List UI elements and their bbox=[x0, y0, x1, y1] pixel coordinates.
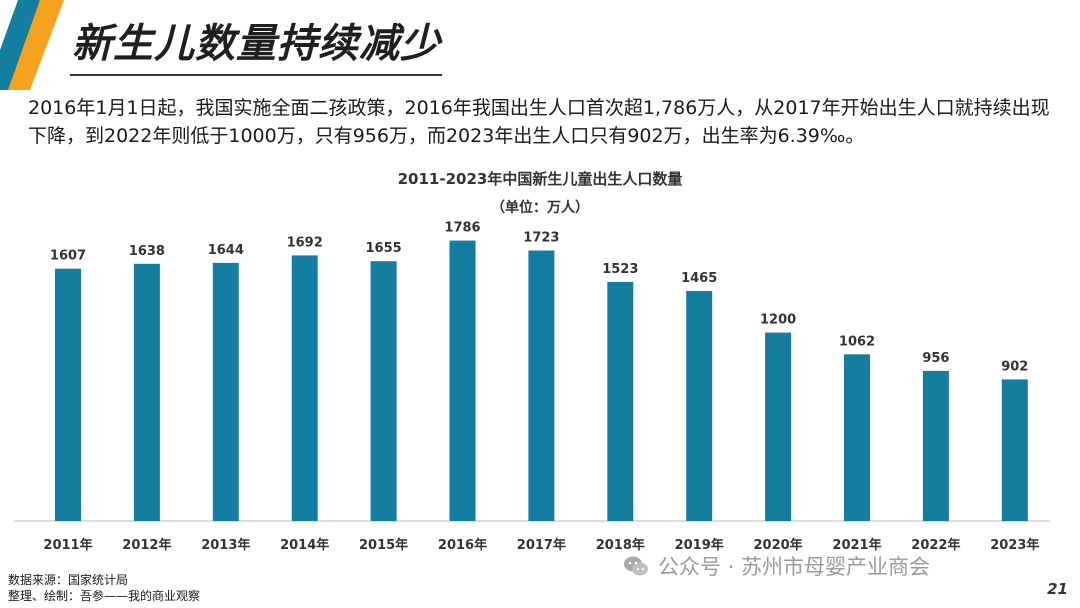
title-underline bbox=[70, 74, 442, 76]
x-tick-2012年: 2012年 bbox=[122, 537, 171, 553]
bar-2017年 bbox=[528, 250, 555, 521]
bar-2013年 bbox=[212, 262, 239, 521]
data-label-2013年: 1644 bbox=[208, 243, 244, 258]
data-label-2017年: 1723 bbox=[523, 231, 559, 246]
bar-2014年 bbox=[291, 255, 318, 521]
bar-2022年 bbox=[922, 370, 949, 521]
bar-2019年 bbox=[686, 291, 713, 521]
deco-orange-stripe bbox=[6, 0, 64, 90]
bar-2015年 bbox=[370, 261, 397, 521]
x-tick-2013年: 2013年 bbox=[201, 537, 250, 553]
watermark: 公众号 · 苏州市母婴产业商会 bbox=[622, 552, 930, 580]
source-line-author: 整理、绘制：吾参——我的商业观察 bbox=[8, 589, 201, 603]
data-label-2018年: 1523 bbox=[602, 262, 638, 277]
data-label-2019年: 1465 bbox=[681, 271, 717, 286]
x-tick-2022年: 2022年 bbox=[911, 537, 960, 553]
x-tick-2018年: 2018年 bbox=[596, 537, 645, 553]
x-tick-2014年: 2014年 bbox=[280, 537, 329, 553]
bar-2018年 bbox=[607, 281, 634, 521]
bar-2020年 bbox=[765, 332, 792, 521]
page-title: 新生儿数量持续减少 bbox=[72, 21, 441, 67]
bar-2012年 bbox=[133, 263, 160, 521]
source-note: 数据来源：国家统计局 整理、绘制：吾参——我的商业观察 bbox=[8, 572, 200, 604]
bar-2016年 bbox=[449, 240, 476, 521]
x-tick-2023年: 2023年 bbox=[990, 537, 1039, 553]
x-tick-2021年: 2021年 bbox=[832, 537, 881, 553]
chart-title: 2011-2023年中国新生儿童出生人口数量 bbox=[398, 170, 683, 188]
x-tick-2020年: 2020年 bbox=[754, 537, 803, 553]
corner-decoration bbox=[0, 0, 64, 90]
x-tick-2016年: 2016年 bbox=[438, 537, 487, 553]
wechat-icon bbox=[624, 556, 648, 576]
data-label-2012年: 1638 bbox=[129, 244, 165, 259]
deco-blue-stripe bbox=[0, 0, 40, 90]
bar-2011年 bbox=[55, 268, 81, 521]
bar-2021年 bbox=[844, 354, 870, 521]
data-label-2021年: 1062 bbox=[839, 334, 875, 349]
source-line-data: 数据来源：国家统计局 bbox=[8, 573, 129, 587]
bar-chart: 2011-2023年中国新生儿童出生人口数量 （单位：万人） 1607 2011年… bbox=[14, 170, 1050, 553]
watermark-text: 公众号 · 苏州市母婴产业商会 bbox=[658, 555, 931, 579]
x-tick-2011年: 2011年 bbox=[43, 537, 92, 553]
page-number: 21 bbox=[1047, 580, 1068, 598]
data-label-2015年: 1655 bbox=[366, 241, 402, 256]
x-tick-2015年: 2015年 bbox=[359, 537, 408, 553]
chart-subtitle: （单位：万人） bbox=[491, 199, 589, 216]
data-label-2011年: 1607 bbox=[50, 249, 86, 264]
data-label-2022年: 956 bbox=[922, 351, 949, 366]
bar-group: 1607 2011年 1638 2012年 1644 2013年 1692 2014年 1655… bbox=[43, 221, 1039, 553]
data-label-2020年: 1200 bbox=[760, 313, 796, 328]
x-tick-2017年: 2017年 bbox=[517, 537, 566, 553]
data-label-2014年: 1692 bbox=[287, 235, 323, 250]
data-label-2023年: 902 bbox=[1001, 359, 1028, 374]
bar-2023年 bbox=[1001, 379, 1028, 521]
x-tick-2019年: 2019年 bbox=[675, 537, 724, 553]
intro-paragraph: 2016年1月1日起，我国实施全面二孩政策，2016年我国出生人口首次超1,78… bbox=[28, 97, 1050, 147]
data-label-2016年: 1786 bbox=[444, 221, 480, 236]
